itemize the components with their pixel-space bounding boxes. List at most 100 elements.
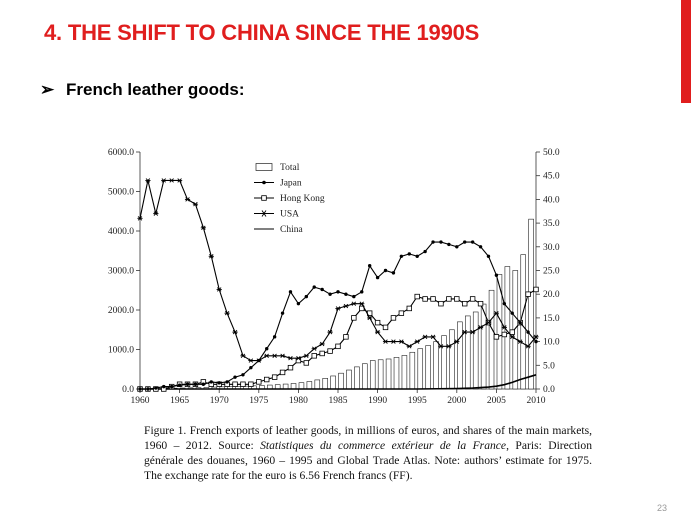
y-left-tick-label: 3000.0 bbox=[108, 267, 134, 277]
usa-point bbox=[335, 306, 341, 311]
usa-point bbox=[533, 334, 539, 340]
x-tick-label: 1975 bbox=[249, 396, 268, 406]
japan-point bbox=[534, 339, 538, 344]
accent-bar bbox=[681, 0, 691, 103]
usa-point bbox=[169, 178, 175, 183]
usa-point bbox=[208, 254, 214, 259]
japan-point bbox=[399, 254, 404, 258]
usa-point bbox=[295, 355, 301, 361]
y-right-tick-label: 5.0 bbox=[543, 361, 555, 371]
hong-kong-point bbox=[454, 296, 460, 302]
usa-point bbox=[382, 339, 389, 344]
usa-point bbox=[462, 329, 468, 335]
x-tick-label: 2005 bbox=[487, 396, 506, 406]
x-tick-label: 1985 bbox=[329, 396, 348, 406]
usa-point bbox=[184, 197, 191, 202]
usa-point bbox=[351, 301, 357, 306]
usa-point bbox=[430, 334, 436, 340]
exports-chart: 0.0 1000.0 2000.0 3000.0 4000.0 5000.0 6000.0 0… bbox=[108, 148, 560, 406]
hong-kong-point bbox=[422, 296, 428, 302]
hong-kong-point bbox=[240, 381, 246, 387]
total-bar bbox=[449, 329, 455, 390]
japan-point bbox=[296, 301, 301, 306]
japan-point bbox=[391, 271, 396, 275]
x-tick-label: 1965 bbox=[170, 396, 189, 406]
hong-kong-point bbox=[271, 374, 278, 380]
usa-point bbox=[264, 353, 270, 359]
usa-point bbox=[303, 353, 309, 359]
japan-point bbox=[463, 240, 467, 244]
total-bar bbox=[433, 341, 439, 390]
usa-point bbox=[493, 310, 499, 316]
usa-point bbox=[161, 178, 167, 183]
y-right-tick-label: 10.0 bbox=[543, 338, 560, 348]
hong-kong-point bbox=[343, 334, 349, 340]
total-bar bbox=[401, 355, 408, 390]
china-line bbox=[140, 374, 537, 390]
y-right-tick-label: 25.0 bbox=[543, 267, 560, 277]
hong-kong-point bbox=[414, 293, 420, 300]
x-tick-label: 1990 bbox=[368, 396, 387, 406]
usa-point bbox=[470, 329, 476, 335]
japan-point bbox=[225, 380, 229, 384]
total-bar bbox=[298, 382, 305, 390]
japan-point bbox=[360, 290, 364, 294]
total-bar bbox=[377, 359, 384, 390]
y-left-tick-label: 1000.0 bbox=[108, 346, 134, 356]
legend-label: Japan bbox=[280, 179, 302, 189]
hong-kong-point bbox=[493, 334, 500, 340]
japan-point bbox=[486, 254, 491, 258]
y-left-tick-label: 4000.0 bbox=[108, 227, 134, 237]
hong-kong-point bbox=[430, 296, 436, 302]
total-bar bbox=[330, 375, 336, 390]
hong-kong-point bbox=[327, 348, 333, 354]
total-bar bbox=[322, 378, 328, 390]
japan-point bbox=[407, 252, 411, 256]
y-right-tick-label: 40.0 bbox=[543, 195, 560, 205]
japan-point bbox=[288, 290, 293, 294]
hong-kong-point bbox=[477, 300, 484, 307]
usa-point bbox=[137, 216, 143, 221]
japan-point bbox=[154, 386, 158, 390]
total-bar bbox=[465, 315, 471, 390]
x-tick-label: 1980 bbox=[289, 396, 308, 406]
japan-point bbox=[193, 382, 198, 386]
figure-caption: Figure 1. French exports of leather good… bbox=[144, 423, 592, 483]
hong-kong-point bbox=[335, 343, 341, 350]
usa-point bbox=[414, 339, 420, 344]
arrow-bullet-icon: ➢ bbox=[40, 80, 55, 99]
y-right-tick-label: 15.0 bbox=[543, 314, 560, 324]
hong-kong-point bbox=[533, 286, 539, 293]
hong-kong-point bbox=[438, 300, 444, 307]
figure: 0.0 1000.0 2000.0 3000.0 4000.0 5000.0 6000.0 0… bbox=[100, 142, 600, 420]
usa-point bbox=[375, 329, 381, 335]
hong-kong-point bbox=[406, 305, 412, 312]
y-left-tick-label: 2000.0 bbox=[108, 306, 134, 316]
y-right-tick-label: 0.0 bbox=[543, 385, 555, 395]
total-bar bbox=[314, 379, 321, 390]
hong-kong-point bbox=[303, 360, 310, 366]
total-bar bbox=[457, 321, 463, 390]
usa-point bbox=[454, 339, 460, 344]
y-right-tick-label: 35.0 bbox=[543, 219, 560, 229]
total-bar bbox=[409, 351, 416, 390]
hong-kong-point bbox=[469, 296, 476, 302]
total-bar bbox=[472, 311, 479, 390]
bullet-text: French leather goods: bbox=[66, 80, 245, 99]
usa-point bbox=[200, 225, 206, 231]
x-tick-label: 1995 bbox=[408, 396, 427, 406]
japan-point bbox=[320, 287, 324, 292]
japan-point bbox=[249, 365, 253, 370]
japan-point bbox=[383, 268, 388, 273]
japan-point bbox=[272, 335, 277, 339]
japan-point bbox=[367, 264, 372, 268]
japan-point bbox=[344, 292, 348, 296]
usa-point bbox=[359, 301, 365, 306]
japan-point bbox=[257, 358, 261, 363]
x-tick-label: 2000 bbox=[447, 396, 466, 406]
hong-kong-point bbox=[279, 369, 286, 376]
hong-kong-point bbox=[509, 329, 515, 335]
usa-point bbox=[319, 341, 325, 347]
bullet-item: ➢ French leather goods: bbox=[40, 80, 245, 100]
japan-point bbox=[233, 375, 237, 379]
